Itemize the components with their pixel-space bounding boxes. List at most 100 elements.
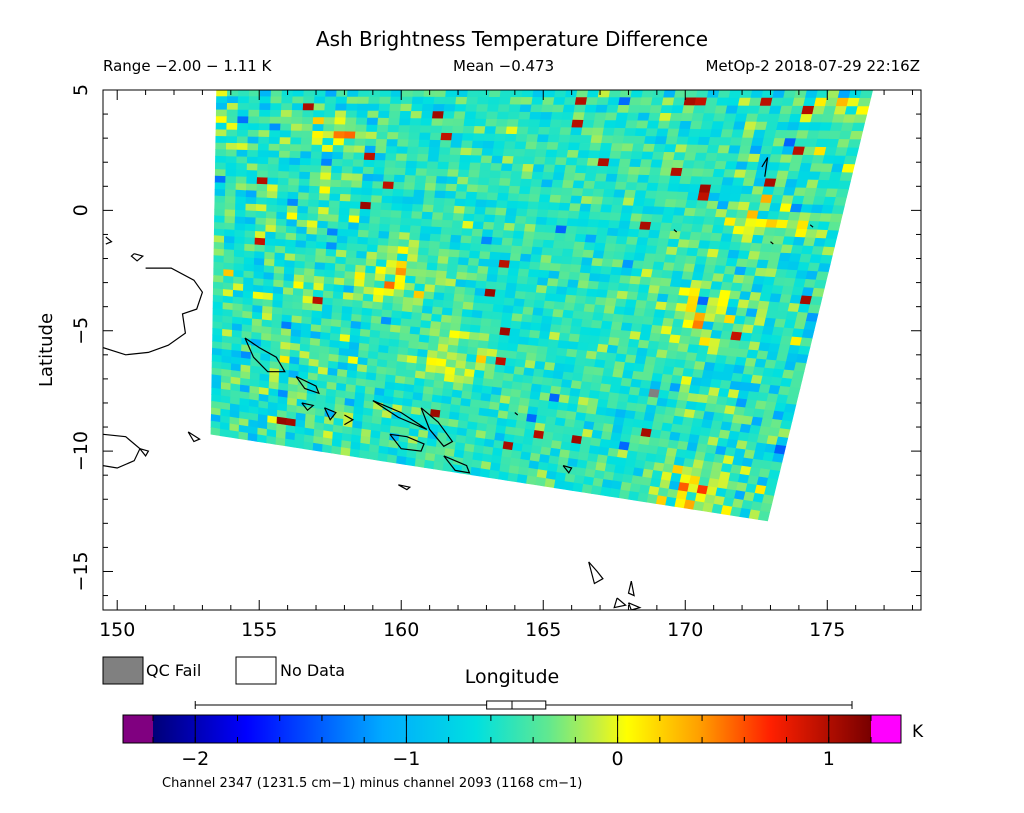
swath-pixel [851, 122, 865, 132]
swath-pixel [461, 228, 474, 237]
swath-pixel [564, 418, 576, 429]
swath-pixel [236, 149, 248, 158]
swath-pixel [665, 246, 679, 256]
swath-pixel [219, 428, 231, 438]
swath-pixel [475, 111, 488, 120]
swath-pixel [445, 90, 458, 98]
swath-pixel [587, 219, 600, 229]
y-tick-label: −15 [70, 551, 92, 591]
swath-pixel [362, 300, 374, 310]
swath-pixel [421, 103, 435, 112]
swath-pixel [491, 386, 503, 396]
swath-pixel [720, 233, 734, 243]
swath-pixel [568, 271, 581, 281]
swath-pixel [603, 305, 616, 315]
swath-pixel [261, 312, 273, 322]
swath-pixel [332, 298, 344, 307]
swath-pixel [430, 125, 443, 134]
swath-pixel [572, 112, 586, 121]
swath-pixel [300, 323, 312, 332]
swath-pixel [627, 338, 640, 349]
swath-pixel [332, 138, 345, 146]
swath-pixel [486, 273, 499, 283]
swath-pixel [330, 179, 342, 188]
swath-pixel [311, 137, 324, 146]
swath-pixel [248, 103, 261, 111]
swath-pixel [257, 143, 270, 152]
swath-pixel [648, 285, 661, 295]
swath-pixel [508, 185, 521, 195]
swath-pixel [484, 207, 497, 216]
coastline [187, 431, 201, 443]
swath-pixel [646, 493, 659, 504]
swath-pixel [354, 131, 367, 140]
swath-pixel [667, 390, 680, 401]
swath-pixel [383, 174, 396, 183]
swath-pixel [489, 170, 502, 179]
swath-pixel [660, 105, 674, 114]
swath-pixel [248, 116, 260, 125]
swath-pixel [591, 374, 604, 385]
swath-pixel [491, 155, 504, 165]
swath-pixel [511, 313, 524, 323]
swath-pixel [497, 267, 510, 276]
swath-pixel [233, 269, 245, 279]
swath-pixel [578, 272, 591, 282]
swath-pixel [322, 137, 335, 146]
swath-pixel [467, 177, 480, 186]
swath-pixel [224, 189, 237, 198]
swath-pixel [479, 468, 491, 478]
swath-pixel [530, 104, 543, 113]
swath-pixel [592, 250, 605, 260]
swath-pixel [288, 171, 301, 180]
swath-pixel [466, 265, 479, 274]
swath-pixel [622, 197, 635, 207]
swath-pixel [580, 127, 594, 136]
swath-pixel [529, 391, 542, 401]
swath-pixel [517, 119, 530, 128]
swath-pixel [523, 231, 536, 240]
swath-pixel [460, 147, 473, 156]
swath-pixel [285, 232, 297, 241]
swath-pixel [589, 265, 603, 275]
swath-pixel [477, 177, 491, 186]
swath-pixel [685, 303, 698, 314]
swath-pixel [213, 261, 225, 270]
swath-pixel [245, 210, 257, 219]
swath-pixel [525, 352, 538, 362]
swath-pixel [494, 214, 507, 224]
swath-pixel [369, 329, 381, 339]
swath-pixel [342, 292, 354, 301]
swath-pixel [678, 383, 691, 394]
swath-pixel [795, 130, 810, 140]
swath-pixel [438, 154, 451, 163]
swath-pixel [405, 457, 417, 467]
swath-pixel [302, 103, 315, 111]
swath-pixel [633, 252, 646, 262]
y-tick-label: −10 [70, 431, 92, 471]
swath-pixel [623, 466, 635, 476]
swath-pixel [545, 285, 558, 295]
swath-pixel [300, 330, 312, 339]
swath-pixel [562, 426, 575, 436]
swath-pixel [334, 270, 346, 279]
swath-pixel [530, 179, 543, 188]
swath-pixel [580, 319, 593, 329]
swath-pixel [691, 113, 705, 122]
swath-pixel [343, 145, 355, 154]
swath-pixel [553, 232, 567, 242]
swath-pixel [212, 281, 224, 290]
swath-pixel [430, 321, 442, 330]
swath-pixel [389, 103, 402, 112]
swath-pixel [783, 138, 797, 148]
swath-pixel [664, 406, 677, 417]
swath-pixel [360, 194, 373, 203]
swath-pixel [314, 262, 326, 271]
swath-pixel [259, 109, 271, 118]
swath-pixel [442, 381, 455, 391]
swath-pixel [256, 183, 268, 192]
swath-pixel [619, 90, 633, 99]
swath-pixel [618, 489, 631, 500]
swath-pixel [357, 229, 370, 239]
swath-pixel [265, 211, 278, 220]
